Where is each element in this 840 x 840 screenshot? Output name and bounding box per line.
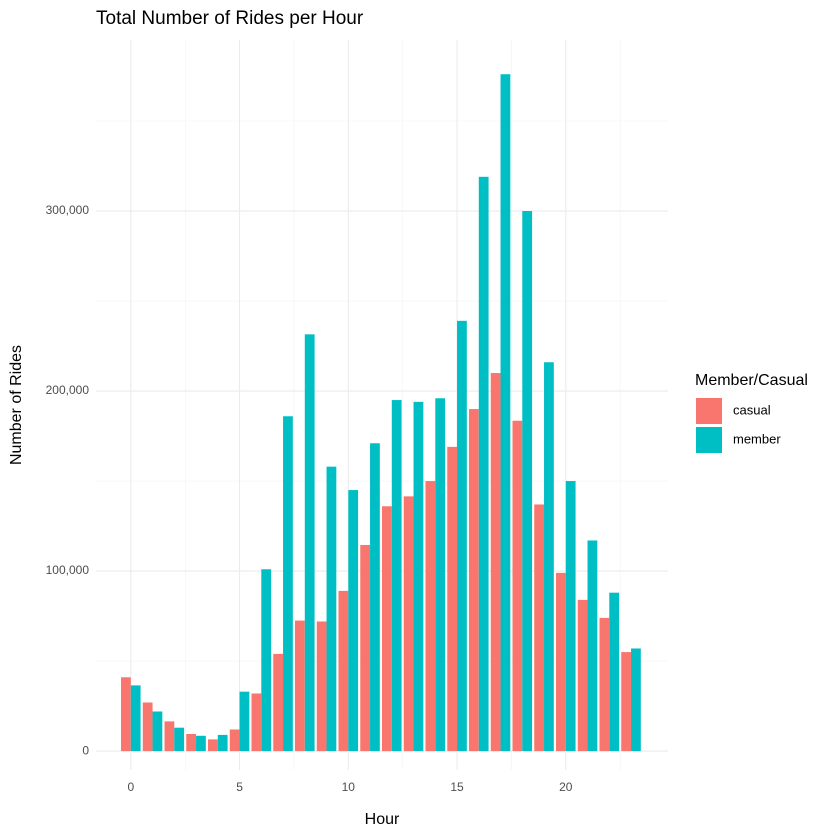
bar [457,320,467,752]
bar [251,693,262,752]
bar [261,569,272,752]
bar [403,496,414,752]
x-tick-label: 5 [236,780,243,794]
x-tick-label: 15 [450,780,464,794]
legend-title: Member/Casual [695,372,808,389]
bar [152,711,163,752]
bar [544,362,554,752]
bar [304,334,315,752]
bar [599,617,610,752]
bar [413,401,424,752]
bar [360,544,371,752]
bar [295,620,305,752]
bar [121,677,131,752]
bar [587,540,598,752]
y-tick-label: 300,000 [46,203,90,217]
bar [196,735,206,752]
bar [382,506,392,752]
bars [121,74,641,752]
bar [164,721,175,752]
bar [447,446,458,752]
bar [142,702,153,752]
bar [229,729,240,752]
bar [565,481,576,752]
x-tick-label: 10 [342,780,356,794]
bar [425,481,436,752]
bar [478,176,489,752]
bar [631,648,641,752]
x-tick-label: 20 [559,780,573,794]
bar [609,592,620,752]
y-tick-label: 200,000 [46,383,90,397]
bar [512,420,523,752]
bar [500,74,511,752]
chart-title: Total Number of Rides per Hour [96,8,364,29]
bar [348,490,359,752]
bar [621,652,632,752]
bar [239,691,250,752]
bar [555,572,566,752]
bar [174,727,185,752]
bar [273,653,284,752]
bar [490,373,501,752]
bar [370,443,380,752]
x-tick-label: 0 [127,780,134,794]
bar [435,398,446,752]
legend-label: casual [733,402,771,417]
bar [208,739,218,752]
x-axis-title: Hour [365,811,400,828]
bar [186,733,197,752]
bar [391,400,402,752]
bar [338,590,349,752]
bar [316,621,327,752]
bar [130,685,141,752]
legend-label: member [733,431,781,446]
y-tick-label: 100,000 [46,563,90,577]
y-tick-label: 0 [82,743,89,757]
bar [217,734,228,752]
bar [522,211,533,752]
bar [577,599,588,752]
bar [534,504,545,752]
legend-swatch [696,398,722,424]
bar [468,409,479,752]
bar [326,466,337,752]
bar [283,416,293,752]
y-axis-title: Number of Rides [8,345,25,465]
legend-swatch [696,427,722,453]
